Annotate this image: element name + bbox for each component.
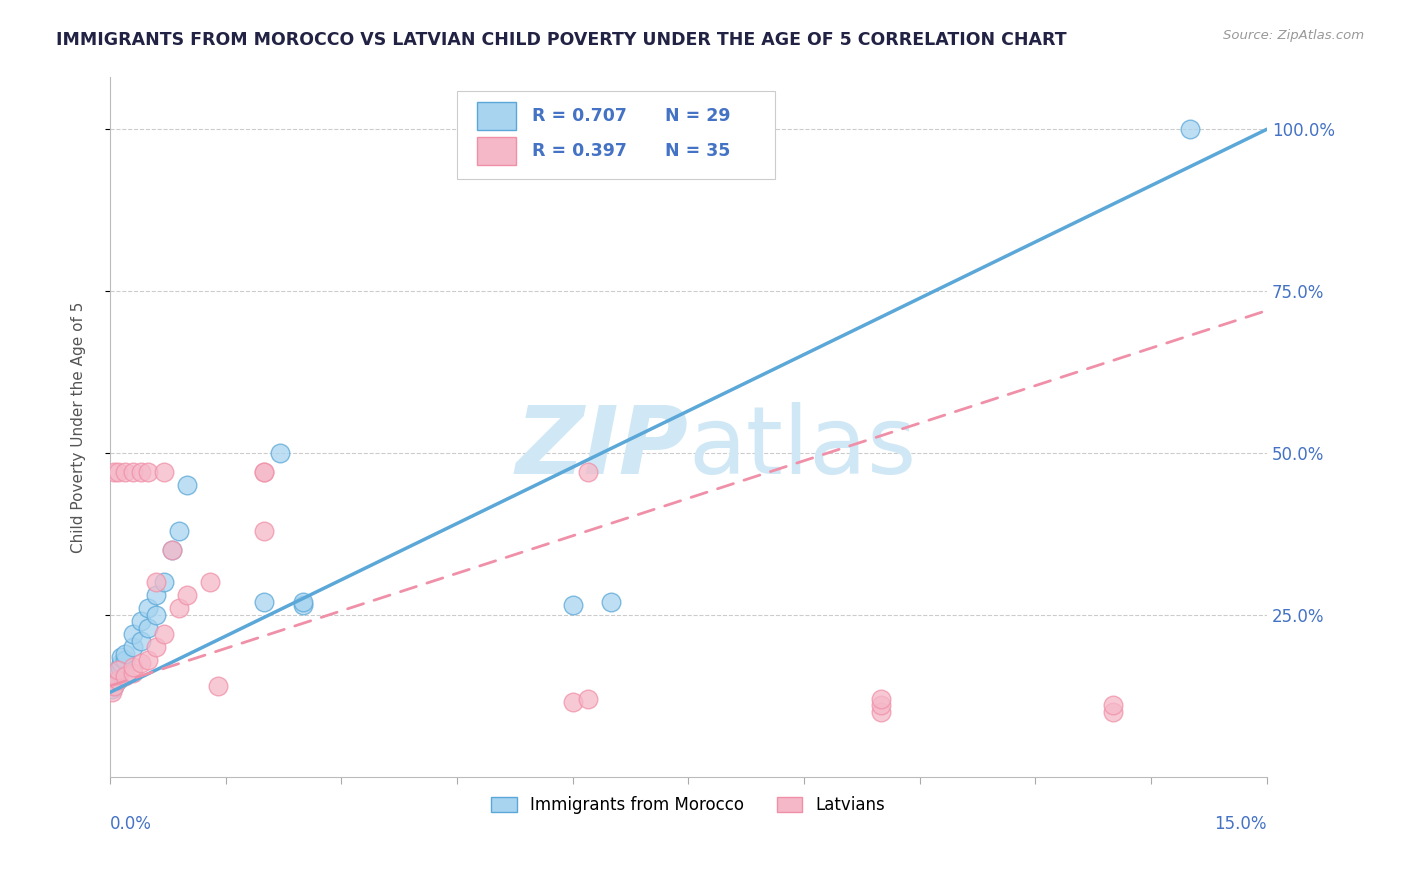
Point: [253, 524, 276, 538]
Point: [1101, 698, 1123, 713]
Point: [561, 695, 583, 709]
Text: 15.0%: 15.0%: [1215, 815, 1267, 833]
Point: [145, 575, 167, 590]
Point: [870, 692, 893, 706]
Point: [122, 640, 145, 654]
Point: [576, 466, 599, 480]
Point: [561, 598, 583, 612]
Point: [107, 466, 129, 480]
Point: [103, 679, 125, 693]
Y-axis label: Child Poverty Under the Age of 5: Child Poverty Under the Age of 5: [72, 301, 86, 553]
Point: [107, 663, 129, 677]
Point: [114, 669, 136, 683]
Point: [153, 466, 176, 480]
Point: [176, 478, 198, 492]
Point: [103, 466, 125, 480]
Point: [870, 698, 893, 713]
Text: N = 35: N = 35: [665, 142, 731, 160]
Text: R = 0.707: R = 0.707: [533, 107, 627, 125]
Point: [114, 466, 136, 480]
Point: [169, 601, 191, 615]
Point: [110, 649, 132, 664]
Point: [101, 685, 124, 699]
Point: [110, 657, 132, 671]
Point: [176, 588, 198, 602]
Point: [129, 657, 152, 671]
Point: [129, 466, 152, 480]
Text: 0.0%: 0.0%: [110, 815, 152, 833]
Point: [138, 601, 160, 615]
Point: [107, 673, 129, 687]
Point: [160, 543, 183, 558]
Point: [122, 466, 145, 480]
Point: [103, 679, 125, 693]
Text: N = 29: N = 29: [665, 107, 731, 125]
Point: [207, 679, 229, 693]
Point: [291, 598, 314, 612]
Point: [129, 614, 152, 628]
FancyBboxPatch shape: [457, 91, 775, 178]
Text: ZIP: ZIP: [516, 402, 689, 494]
Point: [145, 640, 167, 654]
Point: [253, 466, 276, 480]
FancyBboxPatch shape: [477, 102, 516, 130]
Point: [1178, 122, 1201, 136]
Point: [138, 621, 160, 635]
Point: [153, 627, 176, 641]
Point: [291, 595, 314, 609]
Point: [269, 446, 291, 460]
Text: IMMIGRANTS FROM MOROCCO VS LATVIAN CHILD POVERTY UNDER THE AGE OF 5 CORRELATION : IMMIGRANTS FROM MOROCCO VS LATVIAN CHILD…: [56, 31, 1067, 49]
Text: R = 0.397: R = 0.397: [533, 142, 627, 160]
Point: [153, 575, 176, 590]
Point: [107, 669, 129, 683]
Point: [108, 659, 131, 673]
Point: [169, 524, 191, 538]
Point: [114, 647, 136, 661]
Point: [138, 653, 160, 667]
Point: [145, 607, 167, 622]
Point: [122, 666, 145, 681]
Point: [870, 705, 893, 719]
Point: [107, 673, 129, 687]
Point: [600, 595, 623, 609]
Point: [129, 633, 152, 648]
Point: [122, 627, 145, 641]
Point: [145, 588, 167, 602]
Point: [101, 682, 124, 697]
Point: [253, 595, 276, 609]
Point: [198, 575, 221, 590]
Point: [1101, 705, 1123, 719]
Legend: Immigrants from Morocco, Latvians: Immigrants from Morocco, Latvians: [485, 789, 891, 821]
Point: [122, 659, 145, 673]
Point: [576, 692, 599, 706]
FancyBboxPatch shape: [477, 136, 516, 165]
Point: [160, 543, 183, 558]
Point: [253, 466, 276, 480]
Point: [108, 666, 131, 681]
Text: atlas: atlas: [689, 402, 917, 494]
Point: [138, 466, 160, 480]
Text: Source: ZipAtlas.com: Source: ZipAtlas.com: [1223, 29, 1364, 42]
Point: [114, 653, 136, 667]
